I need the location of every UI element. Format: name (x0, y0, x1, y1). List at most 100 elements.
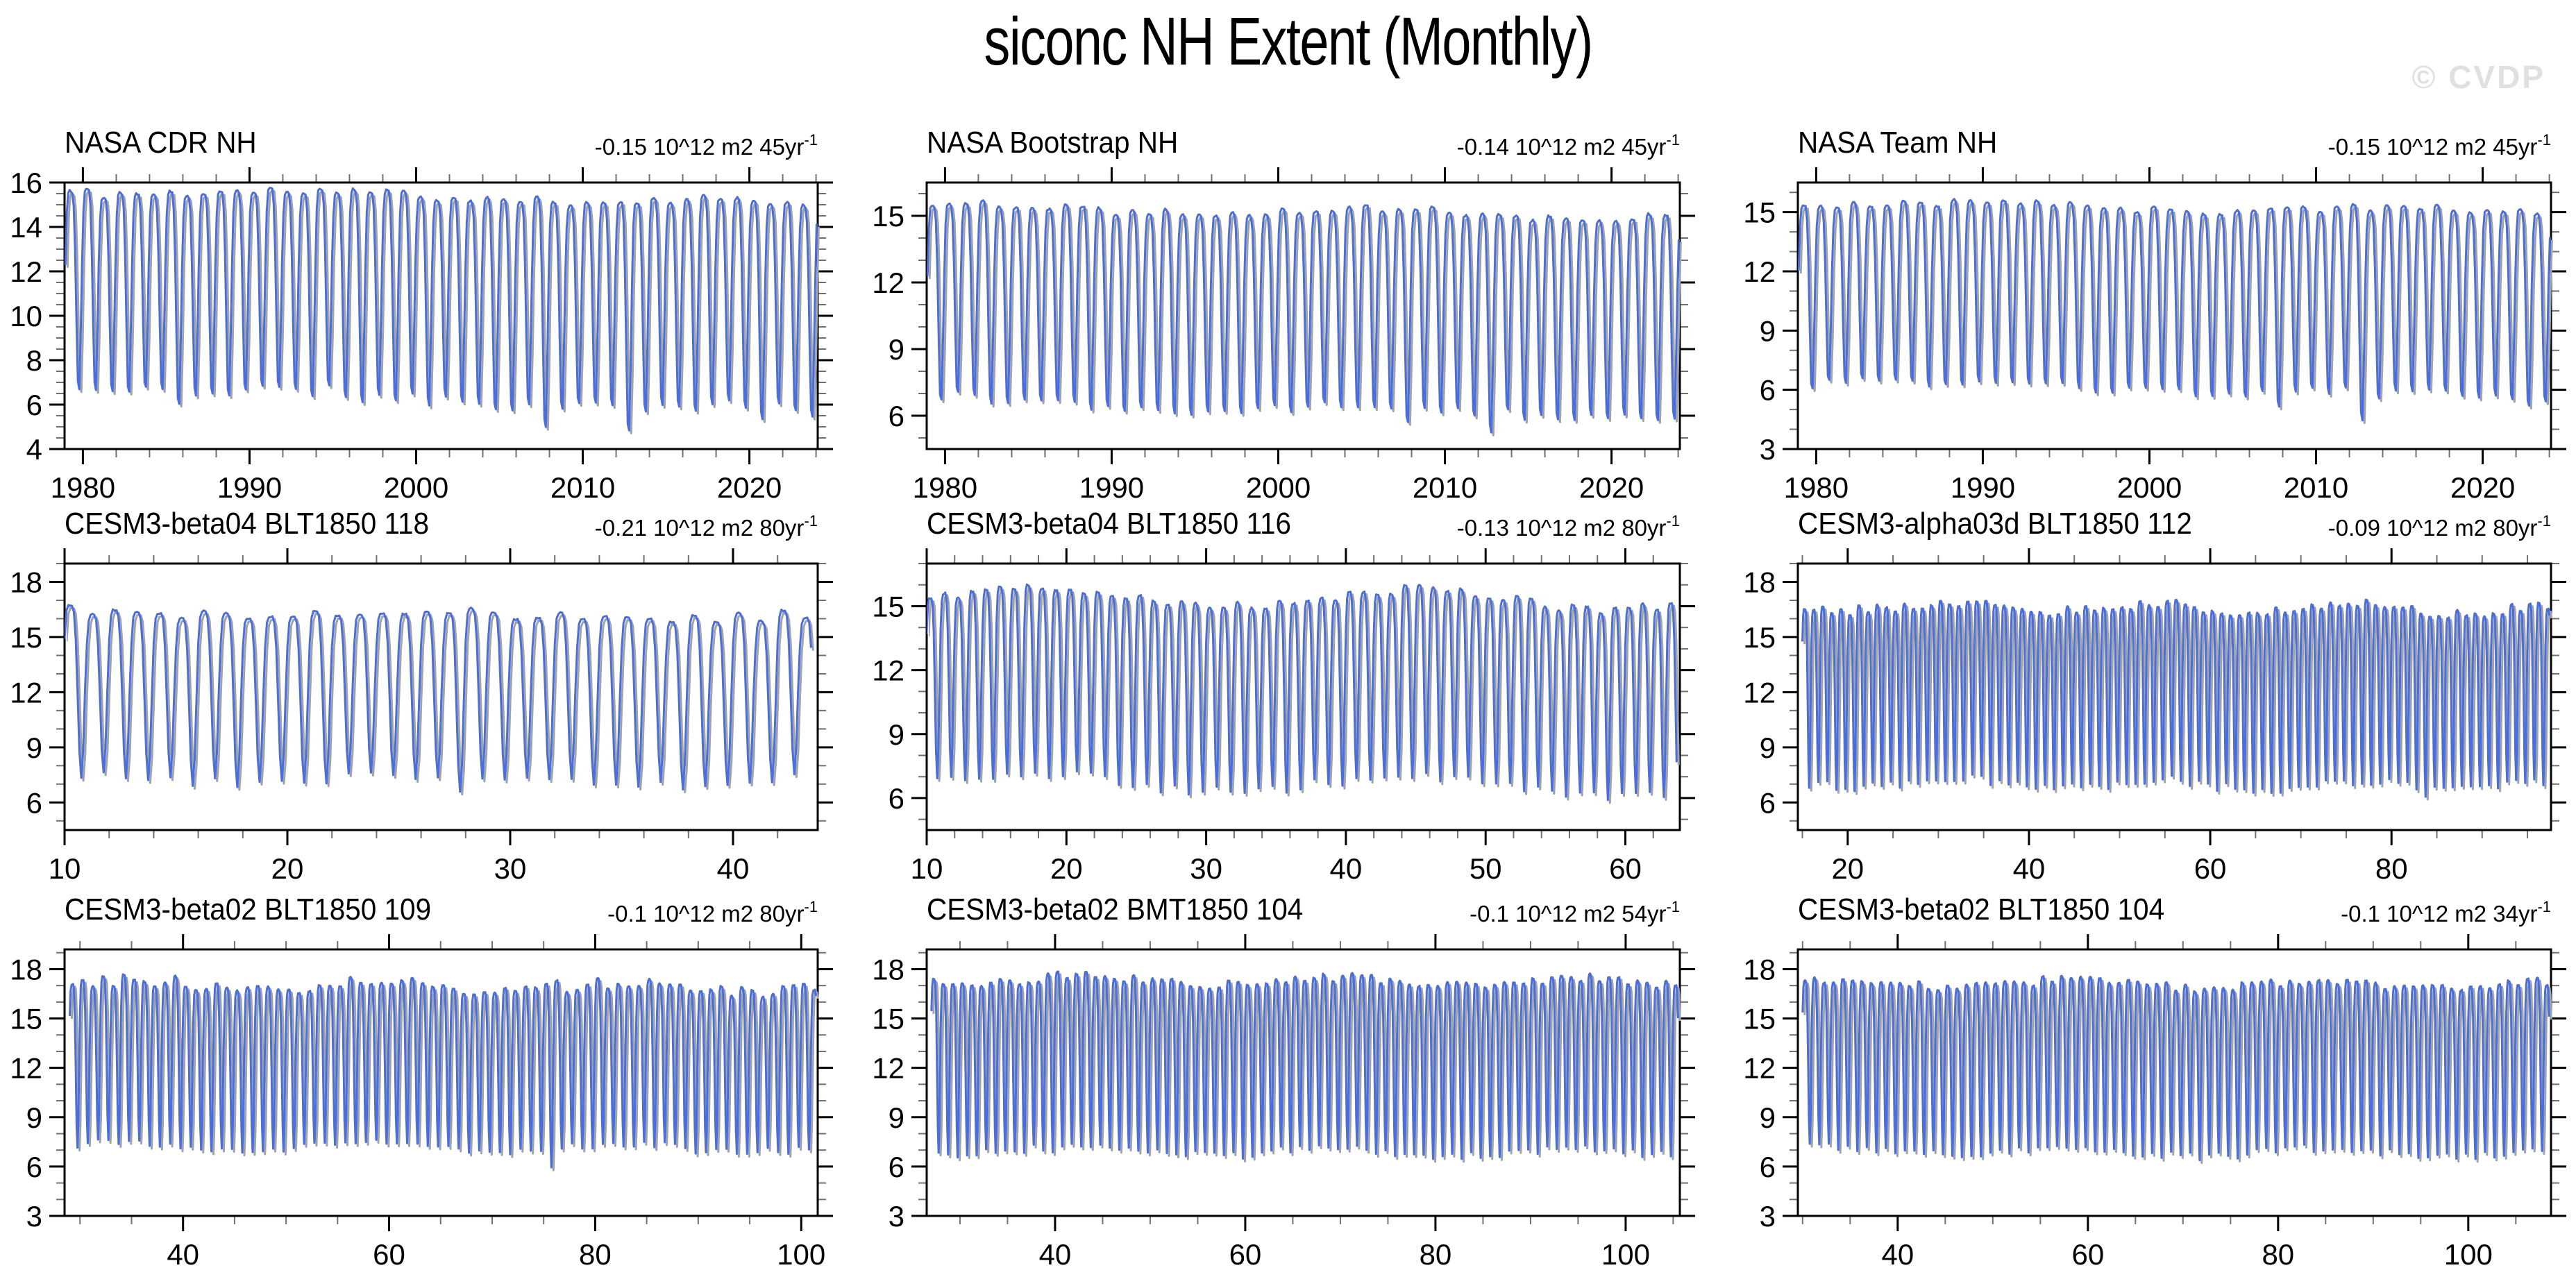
trend-value: -0.14 10^12 m2 45yr (1456, 134, 1667, 160)
svg-text:9: 9 (889, 1101, 904, 1134)
svg-text:20: 20 (271, 852, 304, 882)
timeseries-plot: 3 6 9 12 15 18 40 60 80 100 (1743, 934, 2566, 1268)
panel-cesm3-alpha03d-blt1850-112: CESM3-alpha03d BLT1850 112 -0.09 10^12 m… (1733, 498, 2569, 882)
svg-text:60: 60 (373, 1238, 405, 1268)
svg-text:6: 6 (1760, 786, 1776, 819)
timeseries-plot: 6 9 12 15 18 20 40 60 80 (1743, 548, 2566, 882)
panel-header: CESM3-beta04 BLT1850 116 -0.13 10^12 m2 … (862, 498, 1698, 545)
svg-text:20: 20 (1050, 852, 1083, 882)
svg-text:30: 30 (1190, 852, 1222, 882)
trend-exponent: -1 (804, 131, 818, 149)
svg-text:12: 12 (872, 654, 904, 687)
svg-text:12: 12 (10, 1052, 42, 1085)
page-title: siconc NH Extent (Monthly) (0, 3, 2576, 81)
timeseries-plot: 3 6 9 12 15 18 40 60 80 100 (10, 934, 833, 1268)
trend-value: -0.13 10^12 m2 80yr (1456, 515, 1667, 541)
trend-value: -0.15 10^12 m2 45yr (594, 134, 805, 160)
svg-text:2010: 2010 (2284, 471, 2348, 501)
panel-header: CESM3-beta04 BLT1850 118 -0.21 10^12 m2 … (0, 498, 836, 545)
svg-text:12: 12 (872, 1052, 904, 1085)
svg-text:60: 60 (2071, 1238, 2104, 1268)
svg-text:100: 100 (2444, 1238, 2493, 1268)
panel-title: NASA CDR NH (65, 126, 257, 160)
svg-text:10: 10 (49, 852, 81, 882)
svg-text:80: 80 (579, 1238, 612, 1268)
svg-text:15: 15 (872, 200, 904, 232)
svg-text:15: 15 (10, 1003, 42, 1035)
svg-text:1980: 1980 (913, 471, 977, 501)
trend-value: -0.09 10^12 m2 80yr (2327, 515, 2538, 541)
svg-text:3: 3 (26, 1200, 42, 1233)
trend-exponent: -1 (1666, 898, 1680, 915)
svg-text:9: 9 (1760, 1101, 1776, 1134)
trend-exponent: -1 (2537, 131, 2551, 149)
trend-value: -0.21 10^12 m2 80yr (594, 515, 805, 541)
svg-text:2020: 2020 (717, 471, 782, 501)
svg-text:9: 9 (26, 1101, 42, 1134)
svg-text:80: 80 (1420, 1238, 1452, 1268)
panel-nasa-cdr-nh: NASA CDR NH -0.15 10^12 m2 45yr-1 4 6 8 10 1… (0, 117, 836, 501)
trend-value: -0.15 10^12 m2 45yr (2327, 134, 2538, 160)
panel-title: CESM3-alpha03d BLT1850 112 (1798, 507, 2192, 541)
panel-nasa-bootstrap-nh: NASA Bootstrap NH -0.14 10^12 m2 45yr-1 … (862, 117, 1698, 501)
svg-text:6: 6 (26, 1151, 42, 1183)
svg-text:80: 80 (2375, 852, 2408, 882)
trend-exponent: -1 (2537, 512, 2551, 530)
panel-trend-label: -0.1 10^12 m2 54yr-1 (1470, 898, 1680, 927)
svg-text:15: 15 (872, 1003, 904, 1035)
panel-trend-label: -0.15 10^12 m2 45yr-1 (2327, 131, 2551, 160)
trend-value: -0.1 10^12 m2 80yr (607, 901, 805, 927)
page-title-text: siconc NH Extent (Monthly) (984, 3, 1593, 79)
svg-text:15: 15 (872, 590, 904, 623)
panel-title: NASA Team NH (1798, 126, 1998, 160)
svg-text:14: 14 (10, 211, 42, 244)
svg-text:6: 6 (889, 782, 904, 815)
svg-text:18: 18 (10, 566, 42, 598)
panel-header: NASA Bootstrap NH -0.14 10^12 m2 45yr-1 (862, 117, 1698, 164)
svg-text:6: 6 (889, 1151, 904, 1183)
trend-exponent: -1 (2537, 898, 2551, 915)
svg-text:12: 12 (10, 255, 42, 288)
cvdp-watermark: © CVDP (2411, 59, 2545, 95)
svg-text:15: 15 (1743, 196, 1776, 229)
svg-text:2000: 2000 (2117, 471, 2182, 501)
svg-text:6: 6 (1760, 1151, 1776, 1183)
svg-text:20: 20 (1831, 852, 1864, 882)
panel-header: CESM3-beta02 BLT1850 109 -0.1 10^12 m2 8… (0, 883, 836, 931)
svg-text:2010: 2010 (1413, 471, 1477, 501)
svg-text:6: 6 (26, 786, 42, 819)
svg-text:18: 18 (10, 953, 42, 985)
panel-trend-label: -0.09 10^12 m2 80yr-1 (2327, 512, 2551, 541)
svg-text:2010: 2010 (550, 471, 615, 501)
panel-title: CESM3-beta02 BMT1850 104 (927, 892, 1304, 927)
trend-exponent: -1 (1666, 512, 1680, 530)
panel-trend-label: -0.14 10^12 m2 45yr-1 (1456, 131, 1680, 160)
svg-text:1990: 1990 (1079, 471, 1144, 501)
svg-text:12: 12 (1743, 255, 1776, 288)
trend-exponent: -1 (1666, 131, 1680, 149)
trend-value: -0.1 10^12 m2 34yr (2341, 901, 2538, 927)
panel-header: CESM3-beta02 BMT1850 104 -0.1 10^12 m2 5… (862, 883, 1698, 931)
panel-trend-label: -0.21 10^12 m2 80yr-1 (594, 512, 818, 541)
svg-text:40: 40 (1881, 1238, 1914, 1268)
svg-text:15: 15 (1743, 1003, 1776, 1035)
trend-exponent: -1 (804, 512, 818, 530)
panel-title: CESM3-beta02 BLT1850 109 (65, 892, 432, 927)
svg-text:40: 40 (1039, 1238, 1072, 1268)
svg-text:100: 100 (1601, 1238, 1650, 1268)
panel-cesm3-beta04-blt1850-116: CESM3-beta04 BLT1850 116 -0.13 10^12 m2 … (862, 498, 1698, 882)
timeseries-plot: 3 6 9 12 15 18 40 60 80 100 (872, 934, 1695, 1268)
panel-title: CESM3-beta04 BLT1850 116 (927, 507, 1292, 541)
panel-title: CESM3-beta04 BLT1850 118 (65, 507, 430, 541)
panel-trend-label: -0.13 10^12 m2 80yr-1 (1456, 512, 1680, 541)
panel-trend-label: -0.1 10^12 m2 80yr-1 (607, 898, 818, 927)
panel-title: CESM3-beta02 BLT1850 104 (1798, 892, 2165, 927)
svg-text:60: 60 (1229, 1238, 1262, 1268)
svg-text:8: 8 (26, 344, 42, 377)
svg-text:60: 60 (1609, 852, 1642, 882)
trend-exponent: -1 (804, 898, 818, 915)
svg-text:12: 12 (872, 266, 904, 299)
panel-trend-label: -0.15 10^12 m2 45yr-1 (594, 131, 818, 160)
svg-text:40: 40 (167, 1238, 199, 1268)
svg-text:2000: 2000 (384, 471, 448, 501)
